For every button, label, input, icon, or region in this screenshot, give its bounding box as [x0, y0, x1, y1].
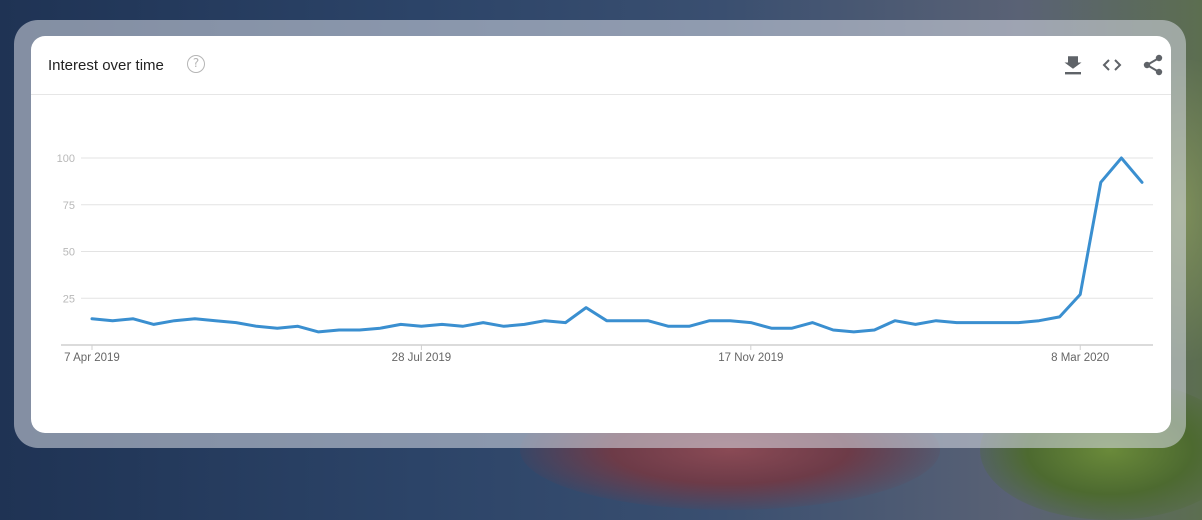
data-point [111, 319, 115, 323]
x-tick-label: 7 Apr 2019 [64, 352, 120, 364]
data-point [90, 317, 94, 321]
data-point [255, 324, 259, 328]
data-point [358, 328, 362, 332]
data-point [914, 322, 918, 326]
data-point [461, 324, 465, 328]
data-point [275, 326, 279, 330]
data-point [996, 321, 1000, 325]
data-point [152, 322, 156, 326]
data-point [811, 321, 815, 325]
interest-line-chart: 25 50 75 100 7 Apr 2019 28 Jul 2019 17 Nov 201… [57, 153, 1153, 364]
data-point [893, 319, 897, 323]
x-tick-label: 28 Jul 2019 [392, 352, 451, 364]
embed-code-icon[interactable] [1101, 54, 1123, 76]
data-point [584, 306, 588, 310]
data-point [790, 326, 794, 330]
interest-series-line [90, 156, 1144, 334]
y-tick-label: 25 [63, 293, 75, 305]
data-point [852, 330, 856, 334]
y-tick-label: 50 [63, 247, 75, 259]
data-point [296, 324, 300, 328]
data-point [543, 319, 547, 323]
data-point [214, 319, 218, 323]
data-point [934, 319, 938, 323]
data-point [646, 319, 650, 323]
data-point [1078, 293, 1082, 297]
data-point [749, 321, 753, 325]
data-point [564, 321, 568, 325]
data-point [975, 321, 979, 325]
data-point [831, 328, 835, 332]
data-point [502, 324, 506, 328]
data-point [337, 328, 341, 332]
data-point [955, 321, 959, 325]
data-point [1058, 315, 1062, 319]
data-point [234, 321, 238, 325]
data-point [1037, 319, 1041, 323]
data-point [172, 319, 176, 323]
data-point [522, 322, 526, 326]
data-point [1140, 180, 1144, 184]
interest-over-time-card: Interest over time ? 25 50 75 100 7 Apr [31, 36, 1171, 433]
data-point [708, 319, 712, 323]
data-point [728, 319, 732, 323]
card-title: Interest over time [48, 57, 164, 74]
data-point [666, 324, 670, 328]
data-point [481, 321, 485, 325]
y-tick-label: 75 [63, 200, 75, 212]
y-tick-label: 100 [57, 153, 75, 165]
x-tick-label: 8 Mar 2020 [1051, 352, 1109, 364]
data-point [1119, 156, 1123, 160]
data-point [605, 319, 609, 323]
data-point [419, 324, 423, 328]
data-point [872, 328, 876, 332]
data-point [131, 317, 135, 321]
data-point [399, 322, 403, 326]
share-icon[interactable] [1142, 54, 1164, 76]
data-point [193, 317, 197, 321]
data-point [1099, 180, 1103, 184]
download-icon[interactable] [1062, 54, 1084, 76]
x-tick-label: 17 Nov 2019 [718, 352, 783, 364]
data-point [625, 319, 629, 323]
data-point [378, 326, 382, 330]
data-point [687, 324, 691, 328]
data-point [1016, 321, 1020, 325]
card-header: Interest over time ? [31, 36, 1171, 95]
data-point [769, 326, 773, 330]
data-point [440, 322, 444, 326]
data-point [316, 330, 320, 334]
help-circle-icon[interactable]: ? [187, 55, 205, 73]
